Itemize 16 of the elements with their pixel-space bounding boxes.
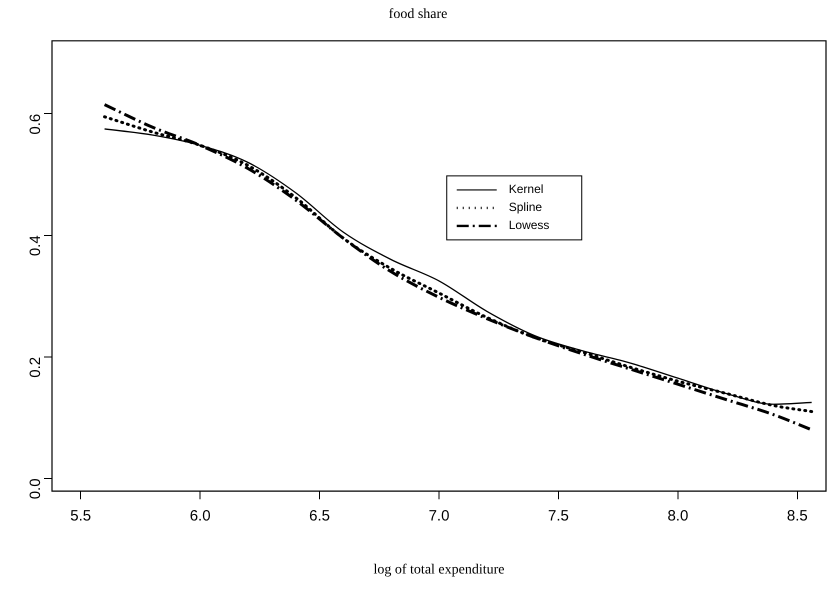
x-axis-title: log of total expenditure [373,562,505,578]
y-tick-label: 0.4 [27,235,44,256]
x-tick-label: 6.0 [190,507,211,524]
legend-label: Spline [508,200,542,214]
x-tick-label: 7.5 [548,507,569,524]
x-tick-label: 5.5 [70,507,92,524]
legend-label: Kernel [508,182,544,196]
x-tick-label: 7.0 [428,507,450,524]
chart-title: food share [388,7,448,22]
y-tick-label: 0.0 [27,478,44,500]
x-tick-label: 8.5 [786,507,808,524]
y-tick-label: 0.2 [27,356,44,378]
x-tick-label: 8.0 [667,507,688,524]
y-tick-label: 0.6 [27,114,44,135]
x-tick-label: 6.5 [309,507,330,524]
legend-label: Lowess [508,218,550,232]
